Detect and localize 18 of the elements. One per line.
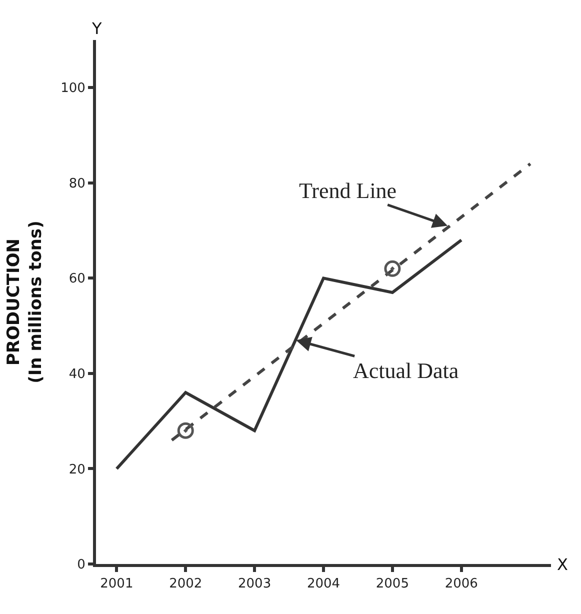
annotation: Actual Data <box>353 358 459 383</box>
y-tick-label: 60 <box>68 272 86 287</box>
line-series <box>115 238 463 470</box>
x-axis-title: X <box>557 555 568 574</box>
y-tick-label: 100 <box>60 81 86 96</box>
y-tick-label: 40 <box>68 367 86 382</box>
y-tick-label: 0 <box>77 558 86 573</box>
x-tick-label: 2005 <box>376 576 409 592</box>
text: Y <box>91 19 102 38</box>
x-tick-label: 2003 <box>238 576 272 592</box>
y-tick-label: 80 <box>68 176 86 192</box>
y-axis-title: PRODUCTION (In millions tons) <box>4 220 46 384</box>
x-tick-label: 2004 <box>306 576 340 592</box>
x-tick-label: 2006 <box>444 576 478 592</box>
x-tick-label: 2001 <box>100 576 134 592</box>
y-tick-label: 20 <box>68 462 86 478</box>
x-tick-label: 2002 <box>169 576 202 592</box>
annotation: Trend Line <box>299 178 397 203</box>
